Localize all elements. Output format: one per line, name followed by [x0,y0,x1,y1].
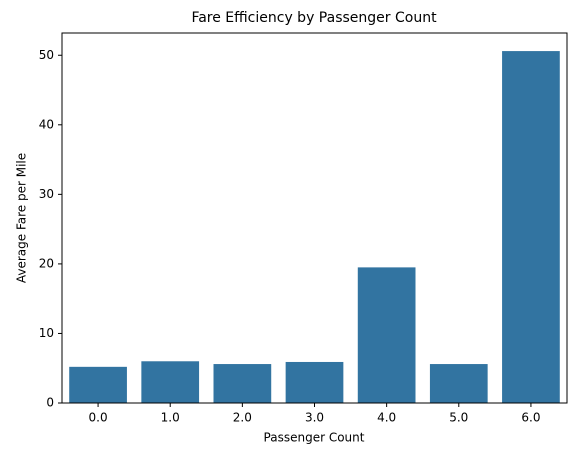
x-tick-label: 0.0 [89,411,108,425]
plot-frame [61,32,568,404]
bar [429,364,488,403]
y-tick-label: 50 [39,48,54,62]
y-axis-label: Average Fare per Mile [15,153,29,283]
x-tick-label: 4.0 [377,411,396,425]
bar [285,361,344,403]
bar [69,366,127,403]
y-tick-label: 10 [39,326,54,340]
x-tick-label: 3.0 [305,411,324,425]
x-axis-label: Passenger Count [264,431,365,445]
y-tick-label: 0 [46,396,54,410]
x-tick-label: 2.0 [233,411,252,425]
bar [502,51,560,404]
bar [357,267,416,403]
bar [141,361,200,403]
y-tick-label: 30 [39,187,54,201]
x-tick-label: 6.0 [521,411,540,425]
x-tick-label: 1.0 [161,411,180,425]
chart-title: Fare Efficiency by Passenger Count [191,10,437,26]
bar [213,364,272,403]
x-tick-label: 5.0 [449,411,468,425]
y-tick-label: 20 [39,256,54,270]
y-tick-label: 40 [39,117,54,131]
